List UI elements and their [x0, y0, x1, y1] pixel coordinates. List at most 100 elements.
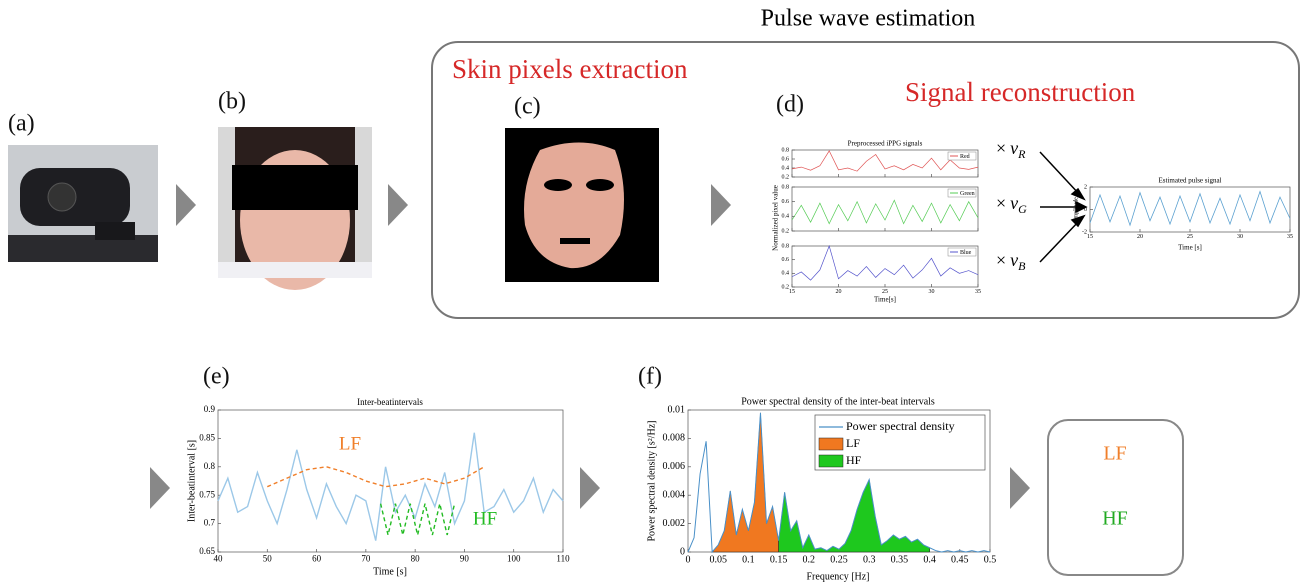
y-tick-label: 0.4	[782, 214, 790, 220]
y-tick-label: 0.002	[663, 518, 686, 529]
face-photo	[218, 127, 372, 290]
symbol: v	[1010, 138, 1018, 158]
y-tick-label: 0.8	[782, 184, 790, 190]
chart-title: Inter-beatintervals	[357, 397, 423, 407]
webcam-photo	[8, 145, 158, 262]
y-tick-label: 0.2	[782, 284, 790, 290]
y-label: Power spectral density [s²/Hz]	[646, 420, 657, 541]
symbol: v	[1010, 250, 1018, 270]
y-tick-label: 0.7	[204, 518, 216, 528]
output-hf: HF	[1102, 508, 1128, 530]
y-tick-label: 0.8	[782, 243, 790, 249]
x-label: Time[s]	[874, 296, 896, 304]
legend-swatch	[819, 455, 843, 467]
symbol: v	[1010, 193, 1018, 213]
x-tick-label: 15	[1087, 234, 1093, 240]
x-label: Frequency [Hz]	[806, 571, 869, 582]
legend-label: HF	[846, 453, 862, 467]
panel-label: (f)	[638, 364, 662, 390]
x-tick-label: 25	[882, 289, 888, 295]
stage-label: Skin pixels extraction	[452, 54, 688, 84]
series-annotation: LF	[339, 433, 361, 454]
weight-label: ×vR	[996, 138, 1026, 161]
y-tick-label: 0.004	[663, 489, 686, 500]
series-annotation: HF	[473, 508, 497, 529]
y-tick-label: 0.6	[782, 199, 790, 205]
x-tick-label: 20	[836, 289, 842, 295]
subscript: B	[1018, 259, 1026, 273]
y-tick-label: 0.01	[668, 404, 686, 415]
y-tick-label: 2	[1084, 184, 1087, 190]
x-tick-label: 0.4	[923, 554, 936, 565]
x-tick-label: 30	[1237, 234, 1243, 240]
x-tick-label: 20	[1137, 234, 1143, 240]
y-tick-label: 0.4	[782, 165, 790, 171]
legend-label: Blue	[960, 250, 972, 256]
panel-label: (b)	[218, 89, 246, 115]
panel-label: (d)	[776, 92, 804, 118]
y-tick-label: 0.75	[199, 489, 215, 499]
skin-mask	[505, 128, 659, 282]
y-tick-label: 0.006	[663, 461, 686, 472]
x-tick-label: 70	[361, 553, 371, 563]
y-tick-label: 0.8	[782, 147, 790, 153]
y-tick-label: 0.008	[663, 433, 686, 444]
y-tick-label: 0.9	[204, 404, 216, 414]
plot-frame	[218, 410, 563, 552]
page: Pulse wave estimation Skin pixels extrac…	[0, 0, 1305, 588]
plot-frame	[1090, 187, 1290, 232]
title: Pulse wave estimation	[761, 6, 976, 32]
y-tick-label: 0.2	[782, 228, 790, 234]
x-tick-label: 0.25	[830, 554, 848, 565]
x-tick-label: 0.15	[770, 554, 788, 565]
x-tick-label: 50	[263, 553, 273, 563]
legend-swatch	[819, 438, 843, 450]
diagram: Pulse wave estimation Skin pixels extrac…	[0, 0, 1305, 583]
weight-label: ×vG	[996, 193, 1027, 216]
chart-title: Estimated pulse signal	[1159, 177, 1222, 185]
x-tick-label: 35	[1287, 234, 1293, 240]
times: ×	[996, 250, 1006, 270]
x-tick-label: 0.1	[742, 554, 755, 565]
legend-label: Red	[960, 154, 970, 160]
y-tick-label: 0.2	[782, 174, 790, 180]
x-tick-label: 0.45	[951, 554, 969, 565]
subscript: R	[1017, 147, 1026, 161]
y-label: Inter-beatinterval [s]	[186, 440, 197, 522]
x-tick-label: 35	[975, 289, 981, 295]
x-tick-label: 100	[507, 553, 521, 563]
y-tick-label: 0.8	[204, 461, 216, 471]
x-tick-label: 15	[789, 289, 795, 295]
x-tick-label: 0.3	[863, 554, 876, 565]
times: ×	[996, 138, 1006, 158]
y-tick-label: 0.85	[199, 432, 215, 442]
legend-label: Green	[960, 191, 975, 197]
y-tick-label: 0.4	[782, 271, 790, 277]
x-tick-label: 90	[460, 553, 470, 563]
weight-label: ×vB	[996, 250, 1026, 273]
x-tick-label: 0.5	[984, 554, 997, 565]
subscript: G	[1018, 202, 1027, 216]
chart-title: Preprocessed iPPG signals	[848, 140, 923, 148]
x-label: Time [s]	[1178, 244, 1202, 252]
y-tick-label: 0	[1084, 207, 1087, 213]
chart-title: Power spectral density of the inter-beat…	[741, 396, 935, 407]
x-tick-label: 0.35	[891, 554, 909, 565]
x-tick-label: 110	[556, 553, 570, 563]
x-tick-label: 80	[411, 553, 421, 563]
x-tick-label: 0.2	[803, 554, 816, 565]
panel-label: (c)	[514, 94, 541, 120]
x-tick-label: 0.05	[709, 554, 727, 565]
panel-label: (a)	[8, 111, 35, 137]
legend-label: LF	[846, 436, 860, 450]
y-tick-label: 0.6	[782, 156, 790, 162]
y-label: Normalized pixel value	[772, 185, 780, 251]
x-label: Time [s]	[373, 566, 407, 577]
x-tick-label: 0	[686, 554, 691, 565]
times: ×	[996, 193, 1006, 213]
legend-label: Power spectral density	[846, 419, 955, 433]
y-label: Amplitude	[1073, 197, 1079, 223]
y-tick-label: 0.6	[782, 257, 790, 263]
output-lf: LF	[1103, 443, 1126, 465]
stage-label: Signal reconstruction	[905, 77, 1136, 107]
